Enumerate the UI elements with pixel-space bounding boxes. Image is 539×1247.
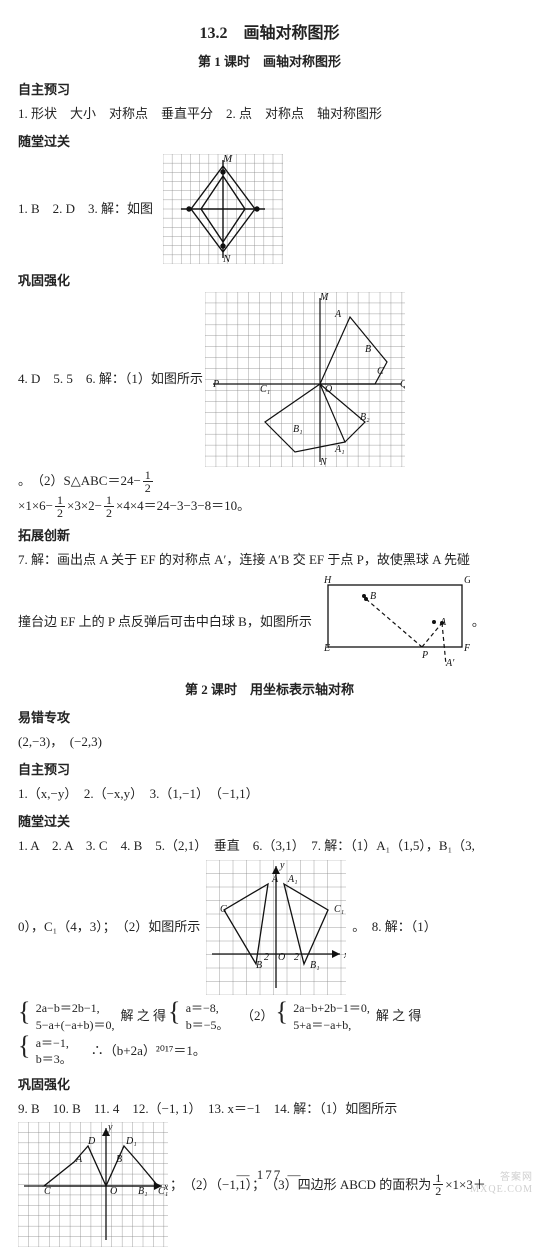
row-6: 撞台边 EF 上的 P 点反弹后可击中白球 B，如图所示 H G E F B A P A′ 。: [18, 573, 521, 671]
line-3a: 4. D 5. 5 6. 解：（1）如图所示: [18, 368, 203, 390]
line-4a: ×1×6−: [18, 495, 53, 517]
row-10: 0），C₁（4，3）； （2）如图所示 y x O A A₁ B B₁ C C₁ 2 2 。 8. …: [18, 860, 521, 995]
frac-3: 12: [104, 494, 114, 519]
svg-text:A′: A′: [445, 658, 455, 669]
svg-text:A: A: [334, 309, 342, 320]
svg-text:B₂: B₂: [360, 412, 370, 423]
svg-text:P: P: [212, 379, 219, 390]
watermark: 答案网 MXQE.COM: [470, 1172, 533, 1196]
figure-4: y x O A A₁ B B₁ C C₁ 2 2: [206, 860, 346, 995]
page-footer: — 177 —: [0, 1164, 539, 1186]
main-title: 13.2 画轴对称图形: [18, 20, 521, 47]
svg-text:G: G: [464, 575, 470, 586]
figure-1: MN: [163, 154, 283, 264]
svg-text:M: M: [222, 154, 233, 165]
svg-text:D: D: [87, 1136, 96, 1147]
header-suitang-1: 随堂过关: [18, 131, 521, 153]
line-8: 1.（x,−y） 2.（−x,y） 3.（1,−1） （−1,1）: [18, 783, 521, 805]
svg-text:B₁: B₁: [293, 424, 303, 435]
brace-1: { 2a−b＝2b−1,5−a+(−a+b)＝0,: [18, 999, 118, 1034]
figure-2: M N P Q A BC A₁ B₁ C₁ O B₂: [205, 292, 405, 467]
line-10a: 0），C₁（4，3）； （2）如图所示: [18, 916, 200, 938]
line-4b: ×3×2−: [67, 495, 102, 517]
watermark-line-1: 答案网: [470, 1172, 533, 1184]
svg-text:P: P: [421, 650, 428, 661]
svg-text:2: 2: [294, 952, 299, 963]
header-yicuo: 易错专攻: [18, 707, 521, 729]
subtitle-1: 第 1 课时 画轴对称图形: [18, 51, 521, 73]
line-2a: 1. B 2. D 3. 解：如图: [18, 198, 153, 220]
svg-text:B₁: B₁: [138, 1186, 148, 1197]
row-3: 4. D 5. 5 6. 解：（1）如图所示 MNPQABCA₁B₁C₁OB₂ …: [18, 292, 521, 494]
header-suitang-2: 随堂过关: [18, 811, 521, 833]
svg-text:C: C: [44, 1186, 51, 1197]
svg-text:B: B: [256, 960, 262, 971]
svg-text:B: B: [370, 591, 376, 602]
brace-4: { a＝−1,b＝3。: [18, 1033, 76, 1068]
brace-2-mid: （2）: [234, 1005, 273, 1027]
svg-text:O: O: [325, 384, 332, 395]
svg-text:Q: Q: [400, 379, 405, 390]
row-2: 1. B 2. D 3. 解：如图 MN: [18, 154, 521, 264]
svg-text:D₁: D₁: [125, 1136, 137, 1147]
brace-1-mid: 解 之 得: [120, 1005, 166, 1027]
svg-text:M: M: [319, 292, 329, 303]
svg-text:E: E: [323, 643, 330, 654]
line-4c: ×4×4＝24−3−3−8＝10。: [116, 495, 250, 517]
svg-text:x: x: [343, 950, 346, 961]
row-4: ×1×6− 12 ×3×2− 12 ×4×4＝24−3−3−8＝10。: [18, 494, 521, 519]
svg-text:C₁: C₁: [260, 384, 270, 395]
svg-text:N: N: [222, 253, 231, 264]
brace-3-mid: 解 之 得: [376, 1005, 422, 1027]
svg-text:A₁: A₁: [334, 444, 345, 455]
period-1: 。: [472, 611, 485, 633]
line-5: 7. 解：画出点 A 关于 EF 的对称点 A′，连接 A′B 交 EF 于点 …: [18, 549, 521, 571]
line-9: 1. A 2. A 3. C 4. B 5.（2,1） 垂直 6.（3,1） 7…: [18, 835, 521, 857]
brace-3: { 2a−b+2b−1＝0,5+a＝−a+b,: [276, 999, 374, 1034]
svg-text:y: y: [107, 1122, 113, 1133]
svg-text:2: 2: [264, 952, 269, 963]
header-zizhuyuxi-1: 自主预习: [18, 79, 521, 101]
svg-text:C₁: C₁: [158, 1186, 168, 1197]
line-6: 撞台边 EF 上的 P 点反弹后可击中白球 B，如图所示: [18, 611, 312, 633]
svg-text:C: C: [220, 904, 227, 915]
header-zizhuyuxi-2: 自主预习: [18, 759, 521, 781]
row-brace-2: { a＝−1,b＝3。 ∴（b+2a）²⁰¹⁷＝1。: [18, 1033, 521, 1068]
header-gonggu-2: 巩固强化: [18, 1074, 521, 1096]
svg-text:C: C: [377, 366, 384, 377]
watermark-line-2: MXQE.COM: [470, 1184, 533, 1196]
subtitle-2: 第 2 课时 用坐标表示轴对称: [18, 679, 521, 701]
svg-text:O: O: [110, 1186, 117, 1197]
brace-4-tail: ∴（b+2a）²⁰¹⁷＝1。: [78, 1040, 206, 1062]
line-10b: 。 8. 解：（1）: [352, 916, 437, 938]
header-tuozhan: 拓展创新: [18, 525, 521, 547]
svg-text:y: y: [279, 860, 285, 871]
line-1: 1. 形状 大小 对称点 垂直平分 2. 点 对称点 轴对称图形: [18, 103, 521, 125]
line-11: 9. B 10. B 11. 4 12.（−1, 1） 13. x＝−1 14.…: [18, 1098, 521, 1120]
svg-text:A₁: A₁: [287, 874, 298, 885]
svg-text:N: N: [319, 457, 328, 467]
frac-1: 12: [143, 469, 153, 494]
header-gonggu-1: 巩固强化: [18, 270, 521, 292]
brace-2: { a＝−8,b＝−5。: [168, 999, 233, 1034]
line-3b: 。 （2）S△ABC＝24−: [18, 470, 141, 492]
figure-3: H G E F B A P A′: [320, 573, 470, 671]
svg-text:A: A: [439, 617, 447, 628]
svg-text:C₁: C₁: [334, 904, 344, 915]
svg-text:A: A: [271, 874, 279, 885]
svg-text:H: H: [323, 575, 332, 586]
svg-text:B: B: [365, 344, 371, 355]
svg-text:B₁: B₁: [310, 960, 320, 971]
svg-text:O: O: [278, 952, 285, 963]
svg-text:F: F: [463, 643, 470, 654]
line-7: (2,−3)， (−2,3): [18, 731, 521, 753]
frac-2: 12: [55, 494, 65, 519]
row-brace-1: { 2a−b＝2b−1,5−a+(−a+b)＝0, 解 之 得 { a＝−8,b…: [18, 999, 521, 1034]
